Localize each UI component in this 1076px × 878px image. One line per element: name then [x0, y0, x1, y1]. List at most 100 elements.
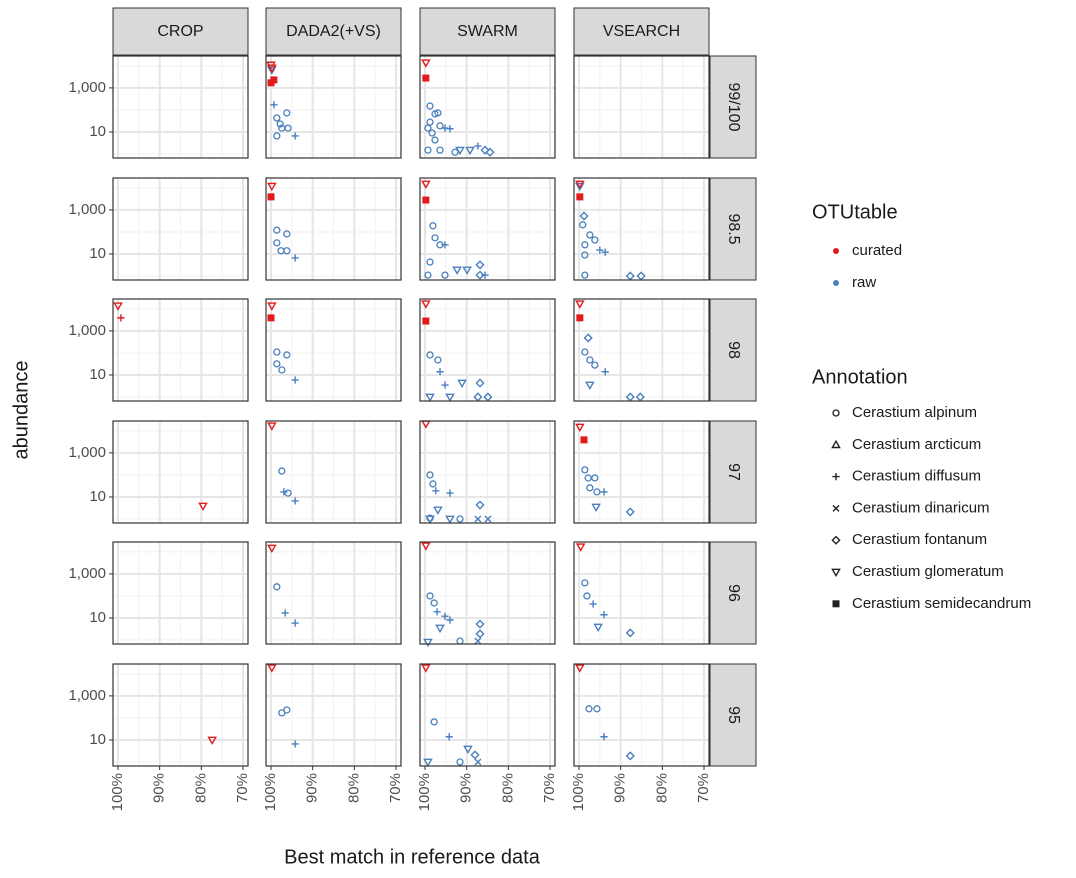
data-point: [441, 612, 449, 620]
data-point: [428, 129, 436, 137]
panel-border: [265, 663, 402, 767]
data-point: [591, 503, 601, 513]
data-point: [422, 317, 430, 325]
y-tick-label: 1,000: [68, 322, 106, 339]
data-point: [291, 740, 299, 748]
data-point: [475, 270, 485, 280]
data-point: [441, 241, 449, 249]
legend-symbol: [832, 504, 840, 512]
data-point: [445, 733, 453, 741]
x-tick-label: 80%: [345, 773, 362, 803]
legend-symbol: [832, 473, 840, 481]
legend-label: Cerastium glomeratum: [852, 563, 1004, 580]
data-point: [470, 750, 480, 760]
data-point: [425, 393, 435, 403]
x-tick-label: 90%: [458, 773, 475, 803]
data-point: [575, 180, 585, 189]
data-point: [581, 579, 589, 587]
data-point: [600, 611, 608, 619]
legend-title: Annotation: [812, 366, 908, 388]
data-point: [575, 423, 585, 432]
legend-symbol: [831, 535, 841, 545]
data-point: [283, 109, 291, 117]
data-point: [434, 356, 442, 364]
data-point: [601, 368, 609, 376]
panel-border: [265, 55, 402, 159]
panel-border: [573, 420, 710, 524]
data-point: [446, 125, 454, 133]
data-point: [446, 489, 454, 497]
data-point: [456, 758, 464, 766]
data-point: [474, 758, 482, 766]
data-point: [267, 664, 277, 673]
data-point: [207, 736, 217, 745]
data-point: [291, 254, 299, 262]
data-point: [421, 664, 431, 673]
data-point: [581, 241, 589, 249]
x-tick-label: 100%: [109, 773, 126, 811]
data-point: [423, 758, 433, 768]
panel-border: [112, 298, 249, 402]
facet-label: VSEARCH: [603, 23, 680, 40]
data-point: [625, 751, 635, 761]
data-point: [426, 471, 434, 479]
data-point: [576, 314, 584, 322]
data-point: [424, 146, 432, 154]
facet-strip: [709, 298, 757, 402]
panel-border: [112, 420, 249, 524]
data-point: [474, 515, 482, 523]
data-point: [113, 302, 123, 311]
data-point: [284, 124, 292, 132]
data-point: [422, 196, 430, 204]
data-point: [424, 124, 432, 132]
legend-label: Cerastium alpinum: [852, 404, 977, 421]
data-point: [596, 246, 604, 254]
x-tick-label: 70%: [234, 773, 251, 803]
data-point: [421, 542, 431, 551]
data-point: [267, 193, 275, 201]
data-point: [278, 467, 286, 475]
data-point: [426, 592, 434, 600]
data-point: [586, 356, 594, 364]
data-point: [270, 101, 278, 109]
panel-border: [265, 177, 402, 281]
facet-label: SWARM: [457, 23, 518, 40]
panel-border: [265, 298, 402, 402]
data-point: [430, 718, 438, 726]
panel-border: [112, 541, 249, 645]
facet-label: 95: [725, 706, 742, 724]
data-point: [480, 145, 490, 155]
data-point: [273, 583, 281, 591]
data-point: [424, 271, 432, 279]
facet-strip: [709, 420, 757, 524]
data-point: [445, 515, 455, 525]
data-point: [283, 351, 291, 359]
data-point: [276, 120, 284, 128]
data-point: [445, 393, 455, 403]
data-point: [433, 608, 441, 616]
panel-border: [419, 177, 556, 281]
facet-strip: [709, 663, 757, 767]
data-point: [457, 379, 467, 389]
panel-border: [573, 177, 710, 281]
facet-strip: [573, 7, 710, 56]
data-point: [580, 436, 588, 444]
data-point: [426, 258, 434, 266]
data-point: [273, 132, 281, 140]
data-point: [441, 381, 449, 389]
data-point: [581, 271, 589, 279]
facet-label: 98: [725, 341, 742, 359]
data-point: [452, 266, 462, 275]
data-point: [267, 64, 277, 73]
data-point: [291, 497, 299, 505]
panel-border: [419, 420, 556, 524]
data-point: [451, 148, 459, 156]
facet-label: CROP: [157, 23, 203, 40]
data-point: [586, 231, 594, 239]
x-tick-label: 100%: [416, 773, 433, 811]
legend-label: Cerastium arcticum: [852, 436, 981, 453]
data-point: [273, 239, 281, 247]
legend-symbol: [833, 280, 839, 286]
data-point: [475, 500, 485, 510]
